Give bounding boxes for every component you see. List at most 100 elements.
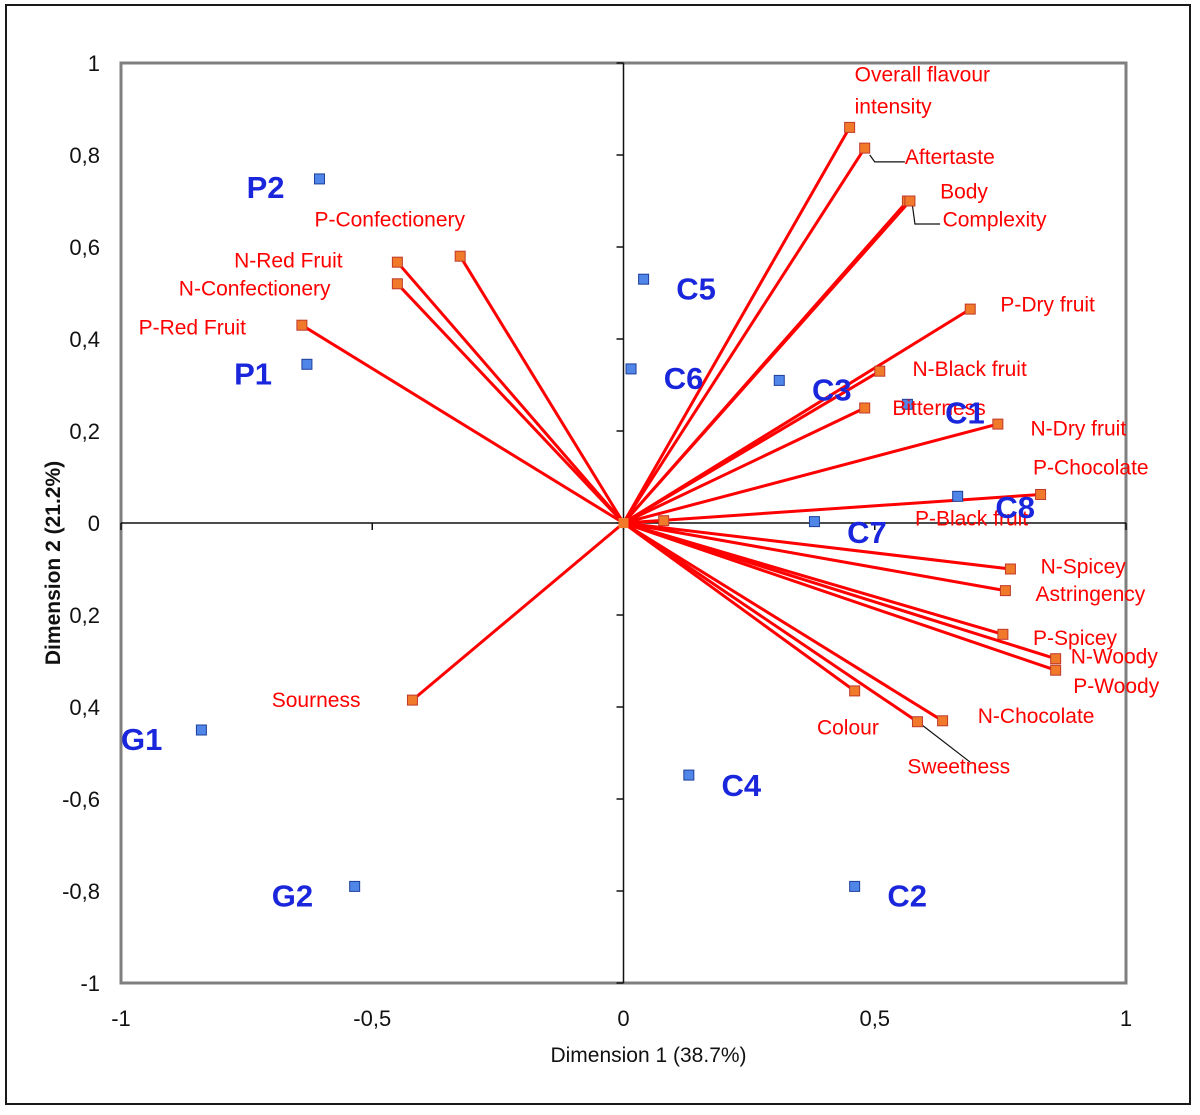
point-labels: Overall flavour intensity Aftertaste Body Co…: [121, 63, 1160, 913]
marker-p-red-fruit: [296, 319, 308, 331]
vector-overall-flavour-intensity: [622, 126, 851, 524]
vector-n-woody: [623, 521, 1057, 661]
x-tick-label: -1: [111, 1006, 131, 1031]
label-p-black-fruit: P-Black fruit: [915, 507, 1028, 530]
vector-n-confectionery: [396, 282, 625, 525]
y-tick-label: 0,4: [69, 327, 100, 352]
sample-marker-c7: [808, 516, 820, 528]
sample-label-c6: C6: [664, 361, 704, 396]
marker-n-woody: [1050, 653, 1062, 665]
sample-label-g2: G2: [272, 879, 313, 914]
label-n-black-fruit: N-Black fruit: [912, 358, 1027, 381]
sample-label-c5: C5: [676, 271, 716, 306]
sample-marker-p2: [313, 173, 325, 185]
y-tick-label: 1: [88, 51, 100, 76]
marker-n-dry-fruit: [992, 418, 1004, 430]
y-tick-label: 0,6: [69, 235, 100, 260]
marker-complexity: [904, 195, 916, 207]
marker-n-chocolate: [937, 715, 949, 727]
marker-n-spicey: [1004, 563, 1016, 575]
sample-marker-c2: [849, 880, 861, 892]
sample-marker-c6: [625, 363, 637, 375]
marker-overall-flavour-intensity: [844, 121, 856, 133]
vector-colour: [622, 521, 856, 693]
label-n-woody: N-Woody: [1071, 645, 1159, 668]
vector-complexity: [622, 200, 912, 524]
label-complexity: Complexity: [943, 208, 1047, 231]
label-bitterness: Bitterness: [892, 397, 985, 420]
label-p-red-fruit: P-Red Fruit: [139, 316, 247, 339]
vector-astringency: [623, 521, 1006, 593]
sample-label-c1: C1: [945, 396, 985, 431]
x-tick-label: 0: [617, 1006, 629, 1031]
sample-points: [195, 173, 964, 892]
marker-n-red-fruit: [391, 256, 403, 268]
label-n-chocolate: N-Chocolate: [978, 705, 1095, 728]
sample-label-p2: P2: [247, 170, 285, 205]
marker-p-dry-fruit: [964, 303, 976, 315]
marker-p-chocolate: [1035, 488, 1047, 500]
y-tick-label: 0,8: [69, 143, 100, 168]
marker-p-woody: [1050, 664, 1062, 676]
vector-n-spicey: [623, 521, 1011, 571]
label-aftertaste: Aftertaste: [905, 146, 995, 169]
y-tick-label: 0,2: [69, 419, 100, 444]
label-p-chocolate: P-Chocolate: [1033, 457, 1149, 480]
label-n-dry-fruit: N-Dry fruit: [1031, 418, 1127, 441]
sample-label-c2: C2: [887, 879, 927, 914]
leader-aftertaste: [869, 154, 905, 163]
leader-lines: [869, 154, 971, 763]
sample-marker-c4: [683, 769, 695, 781]
y-tick-label: -1: [80, 971, 100, 996]
sample-label-c3: C3: [812, 373, 852, 408]
vector-aftertaste: [622, 147, 866, 524]
marker-p-black-fruit: [658, 515, 670, 527]
vector-n-chocolate: [622, 521, 944, 723]
marker-astringency: [999, 585, 1011, 597]
label-n-spicey: N-Spicey: [1041, 556, 1127, 579]
sample-label-g1: G1: [121, 722, 162, 757]
label-astringency: Astringency: [1036, 583, 1146, 606]
label-n-red-fruit: N-Red Fruit: [234, 250, 343, 273]
sample-marker-c1: [901, 398, 913, 410]
y-tick-label: 0,4: [69, 695, 100, 720]
sample-marker-g2: [349, 880, 361, 892]
vector-p-chocolate: [623, 492, 1041, 525]
vector-sourness: [411, 521, 625, 702]
label-p-spicey: P-Spicey: [1033, 627, 1118, 650]
vector-bitterness: [622, 406, 866, 525]
marker-aftertaste: [859, 142, 871, 154]
x-tick-label: 1: [1120, 1006, 1132, 1031]
vector-p-confectionery: [458, 255, 625, 524]
marker-n-black-fruit: [874, 365, 886, 377]
label-overall-flavour-intensity: Overall flavour: [855, 63, 990, 86]
vector-sweetness: [622, 521, 919, 723]
chart-frame: [5, 4, 1191, 1105]
vector-n-red-fruit: [396, 261, 625, 524]
label-overall-flavour-intensity: intensity: [855, 95, 933, 118]
sample-label-p1: P1: [234, 357, 272, 392]
sample-label-c4: C4: [721, 768, 761, 803]
sample-marker-c5: [638, 273, 650, 285]
sample-label-c7: C7: [847, 515, 887, 550]
marker-p-spicey: [997, 628, 1009, 640]
vector-n-dry-fruit: [623, 422, 999, 525]
label-n-confectionery: N-Confectionery: [179, 277, 331, 300]
x-tick-label: 0,5: [859, 1006, 890, 1031]
marker-sourness: [406, 694, 418, 706]
leader-sweetness: [922, 724, 971, 763]
attribute-vectors: [296, 121, 1062, 728]
label-p-dry-fruit: P-Dry fruit: [1000, 293, 1095, 316]
sample-marker-g1: [195, 724, 207, 736]
y-axis-title: Dimension 2 (21.2%): [42, 461, 65, 665]
ticks-layer: -1 -0,5 0 0,5 1 1 0,8 0,6 0,4 0,2 0 0,2 0,4 -0,6 -0,8 -…: [62, 51, 1132, 1031]
leader-complexity: [911, 205, 941, 225]
vector-n-black-fruit: [622, 369, 881, 525]
label-sweetness: Sweetness: [907, 756, 1010, 779]
vector-p-woody: [623, 521, 1057, 672]
origin-marker: [618, 518, 629, 528]
sample-label-c8: C8: [995, 490, 1035, 525]
label-colour: Colour: [817, 717, 879, 740]
label-p-confectionery: P-Confectionery: [314, 208, 465, 231]
y-tick-label: 0: [88, 511, 100, 536]
